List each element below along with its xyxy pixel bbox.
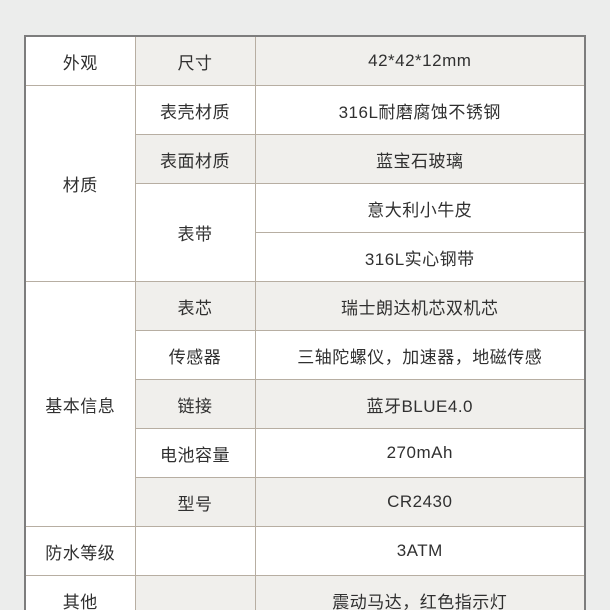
param-cell-strap: 表带	[134, 183, 256, 282]
param-cell-empty-other	[134, 575, 256, 610]
group-cell-waterproof: 防水等级	[24, 526, 136, 576]
value-cell-case-material: 316L耐磨腐蚀不锈钢	[254, 85, 586, 135]
table-row: 316L实心钢带	[25, 232, 586, 282]
value-cell-sensors: 三轴陀螺仪，加速器，地磁传感	[254, 330, 586, 380]
param-cell-empty-waterproof	[134, 526, 256, 576]
table-row: 外观 尺寸 42*42*12mm	[24, 35, 586, 86]
value-cell-strap-leather: 意大利小牛皮	[254, 183, 586, 233]
group-cell-appearance: 外观	[24, 35, 136, 86]
value-cell-other: 震动马达，红色指示灯	[254, 575, 586, 610]
param-cell-connection: 链接	[134, 379, 256, 429]
value-cell-size: 42*42*12mm	[254, 35, 586, 86]
table-row: 链接 蓝牙BLUE4.0	[25, 379, 586, 429]
value-cell-connection: 蓝牙BLUE4.0	[254, 379, 586, 429]
table-row: 基本信息 表芯 瑞士朗达机芯双机芯	[24, 281, 586, 527]
value-cell-waterproof: 3ATM	[254, 526, 586, 576]
param-cell-sensors: 传感器	[134, 330, 256, 380]
param-cell-movement: 表芯	[134, 281, 256, 331]
table-row: 表带 意大利小牛皮	[25, 183, 586, 282]
param-cell-size: 尺寸	[134, 35, 256, 86]
table-row: 表面材质 蓝宝石玻璃	[25, 134, 586, 184]
value-cell-battery-capacity: 270mAh	[254, 428, 586, 478]
group-cell-basic-info: 基本信息	[24, 281, 136, 527]
table-row: 其他 震动马达，红色指示灯	[24, 575, 586, 610]
spec-table: 外观 尺寸 42*42*12mm 材质 表壳材质 316L耐磨腐蚀不锈钢 表面材…	[24, 35, 586, 610]
table-row: 传感器 三轴陀螺仪，加速器，地磁传感	[25, 330, 586, 380]
group-cell-material: 材质	[24, 85, 136, 282]
group-cell-other: 其他	[24, 575, 136, 610]
value-cell-model: CR2430	[254, 477, 586, 527]
value-cell-surface-material: 蓝宝石玻璃	[254, 134, 586, 184]
table-row: 防水等级 3ATM	[24, 526, 586, 576]
value-cell-movement: 瑞士朗达机芯双机芯	[254, 281, 586, 331]
param-cell-surface-material: 表面材质	[134, 134, 256, 184]
table-row: 型号 CR2430	[25, 477, 586, 527]
param-cell-model: 型号	[134, 477, 256, 527]
value-cell-strap-steel: 316L实心钢带	[254, 232, 586, 282]
table-row: 电池容量 270mAh	[25, 428, 586, 478]
param-cell-case-material: 表壳材质	[134, 85, 256, 135]
param-cell-battery-capacity: 电池容量	[134, 428, 256, 478]
table-row: 材质 表壳材质 316L耐磨腐蚀不锈钢	[24, 85, 586, 282]
